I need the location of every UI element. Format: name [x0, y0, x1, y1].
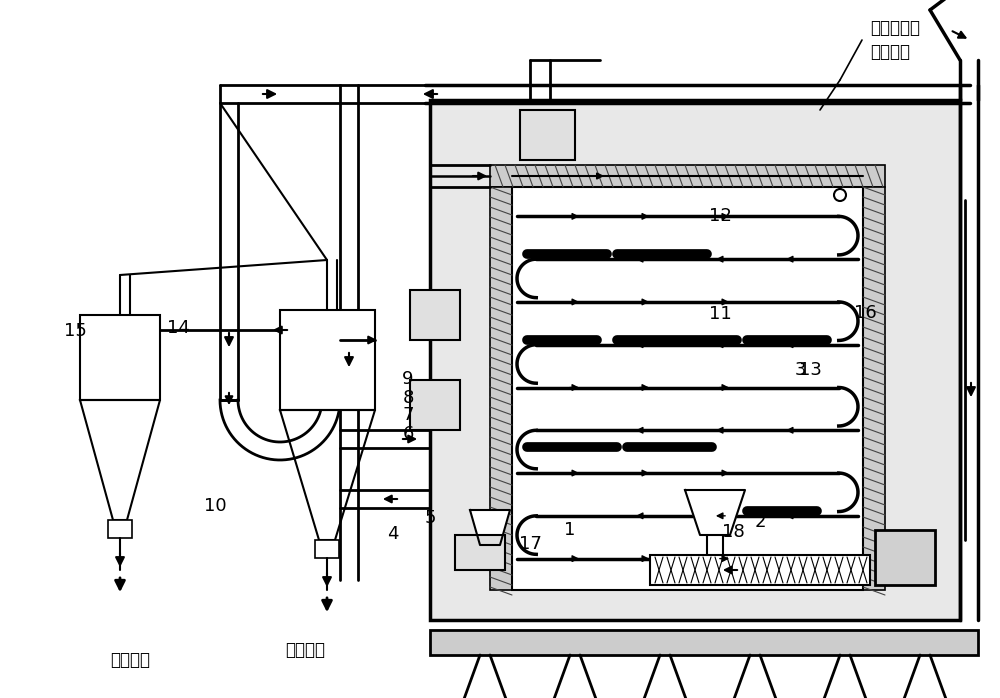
Text: 6: 6 [402, 425, 414, 443]
Text: 10: 10 [204, 497, 226, 515]
Text: 13: 13 [799, 361, 821, 379]
Bar [108, 520, 132, 538]
Bar [490, 165, 885, 187]
Bar [512, 187, 863, 590]
Bar [455, 535, 505, 570]
Text: 8: 8 [402, 389, 414, 407]
Text: 11: 11 [709, 305, 731, 323]
Polygon shape [685, 490, 745, 535]
Bar [875, 530, 935, 585]
Polygon shape [470, 510, 510, 545]
Polygon shape [80, 400, 160, 520]
Text: 还原产物: 还原产物 [110, 651, 150, 669]
Bar [490, 187, 512, 590]
Text: 17: 17 [519, 535, 541, 554]
Bar [863, 187, 885, 590]
Text: 15: 15 [64, 322, 86, 340]
Text: 16: 16 [854, 304, 876, 322]
Text: 提供热源: 提供热源 [870, 43, 910, 61]
Bar [280, 310, 375, 410]
Bar [410, 380, 460, 430]
Text: 18: 18 [722, 523, 744, 541]
Text: 还原产物: 还原产物 [285, 641, 325, 659]
Bar [650, 555, 870, 585]
Text: 9: 9 [402, 370, 414, 388]
Bar [430, 630, 978, 655]
Bar [410, 290, 460, 340]
Text: 1: 1 [564, 521, 576, 540]
Bar [430, 100, 960, 620]
Polygon shape [280, 410, 375, 540]
Bar [520, 110, 575, 160]
Text: 7: 7 [402, 406, 414, 424]
Text: 5: 5 [424, 509, 436, 527]
Bar [315, 540, 339, 558]
Text: 2: 2 [754, 513, 766, 531]
Text: 14: 14 [167, 319, 189, 337]
Text: 12: 12 [709, 207, 731, 225]
Bar [80, 315, 160, 400]
Text: 4: 4 [387, 525, 399, 543]
Text: 3: 3 [794, 361, 806, 379]
Text: 给下一作业: 给下一作业 [870, 19, 920, 37]
